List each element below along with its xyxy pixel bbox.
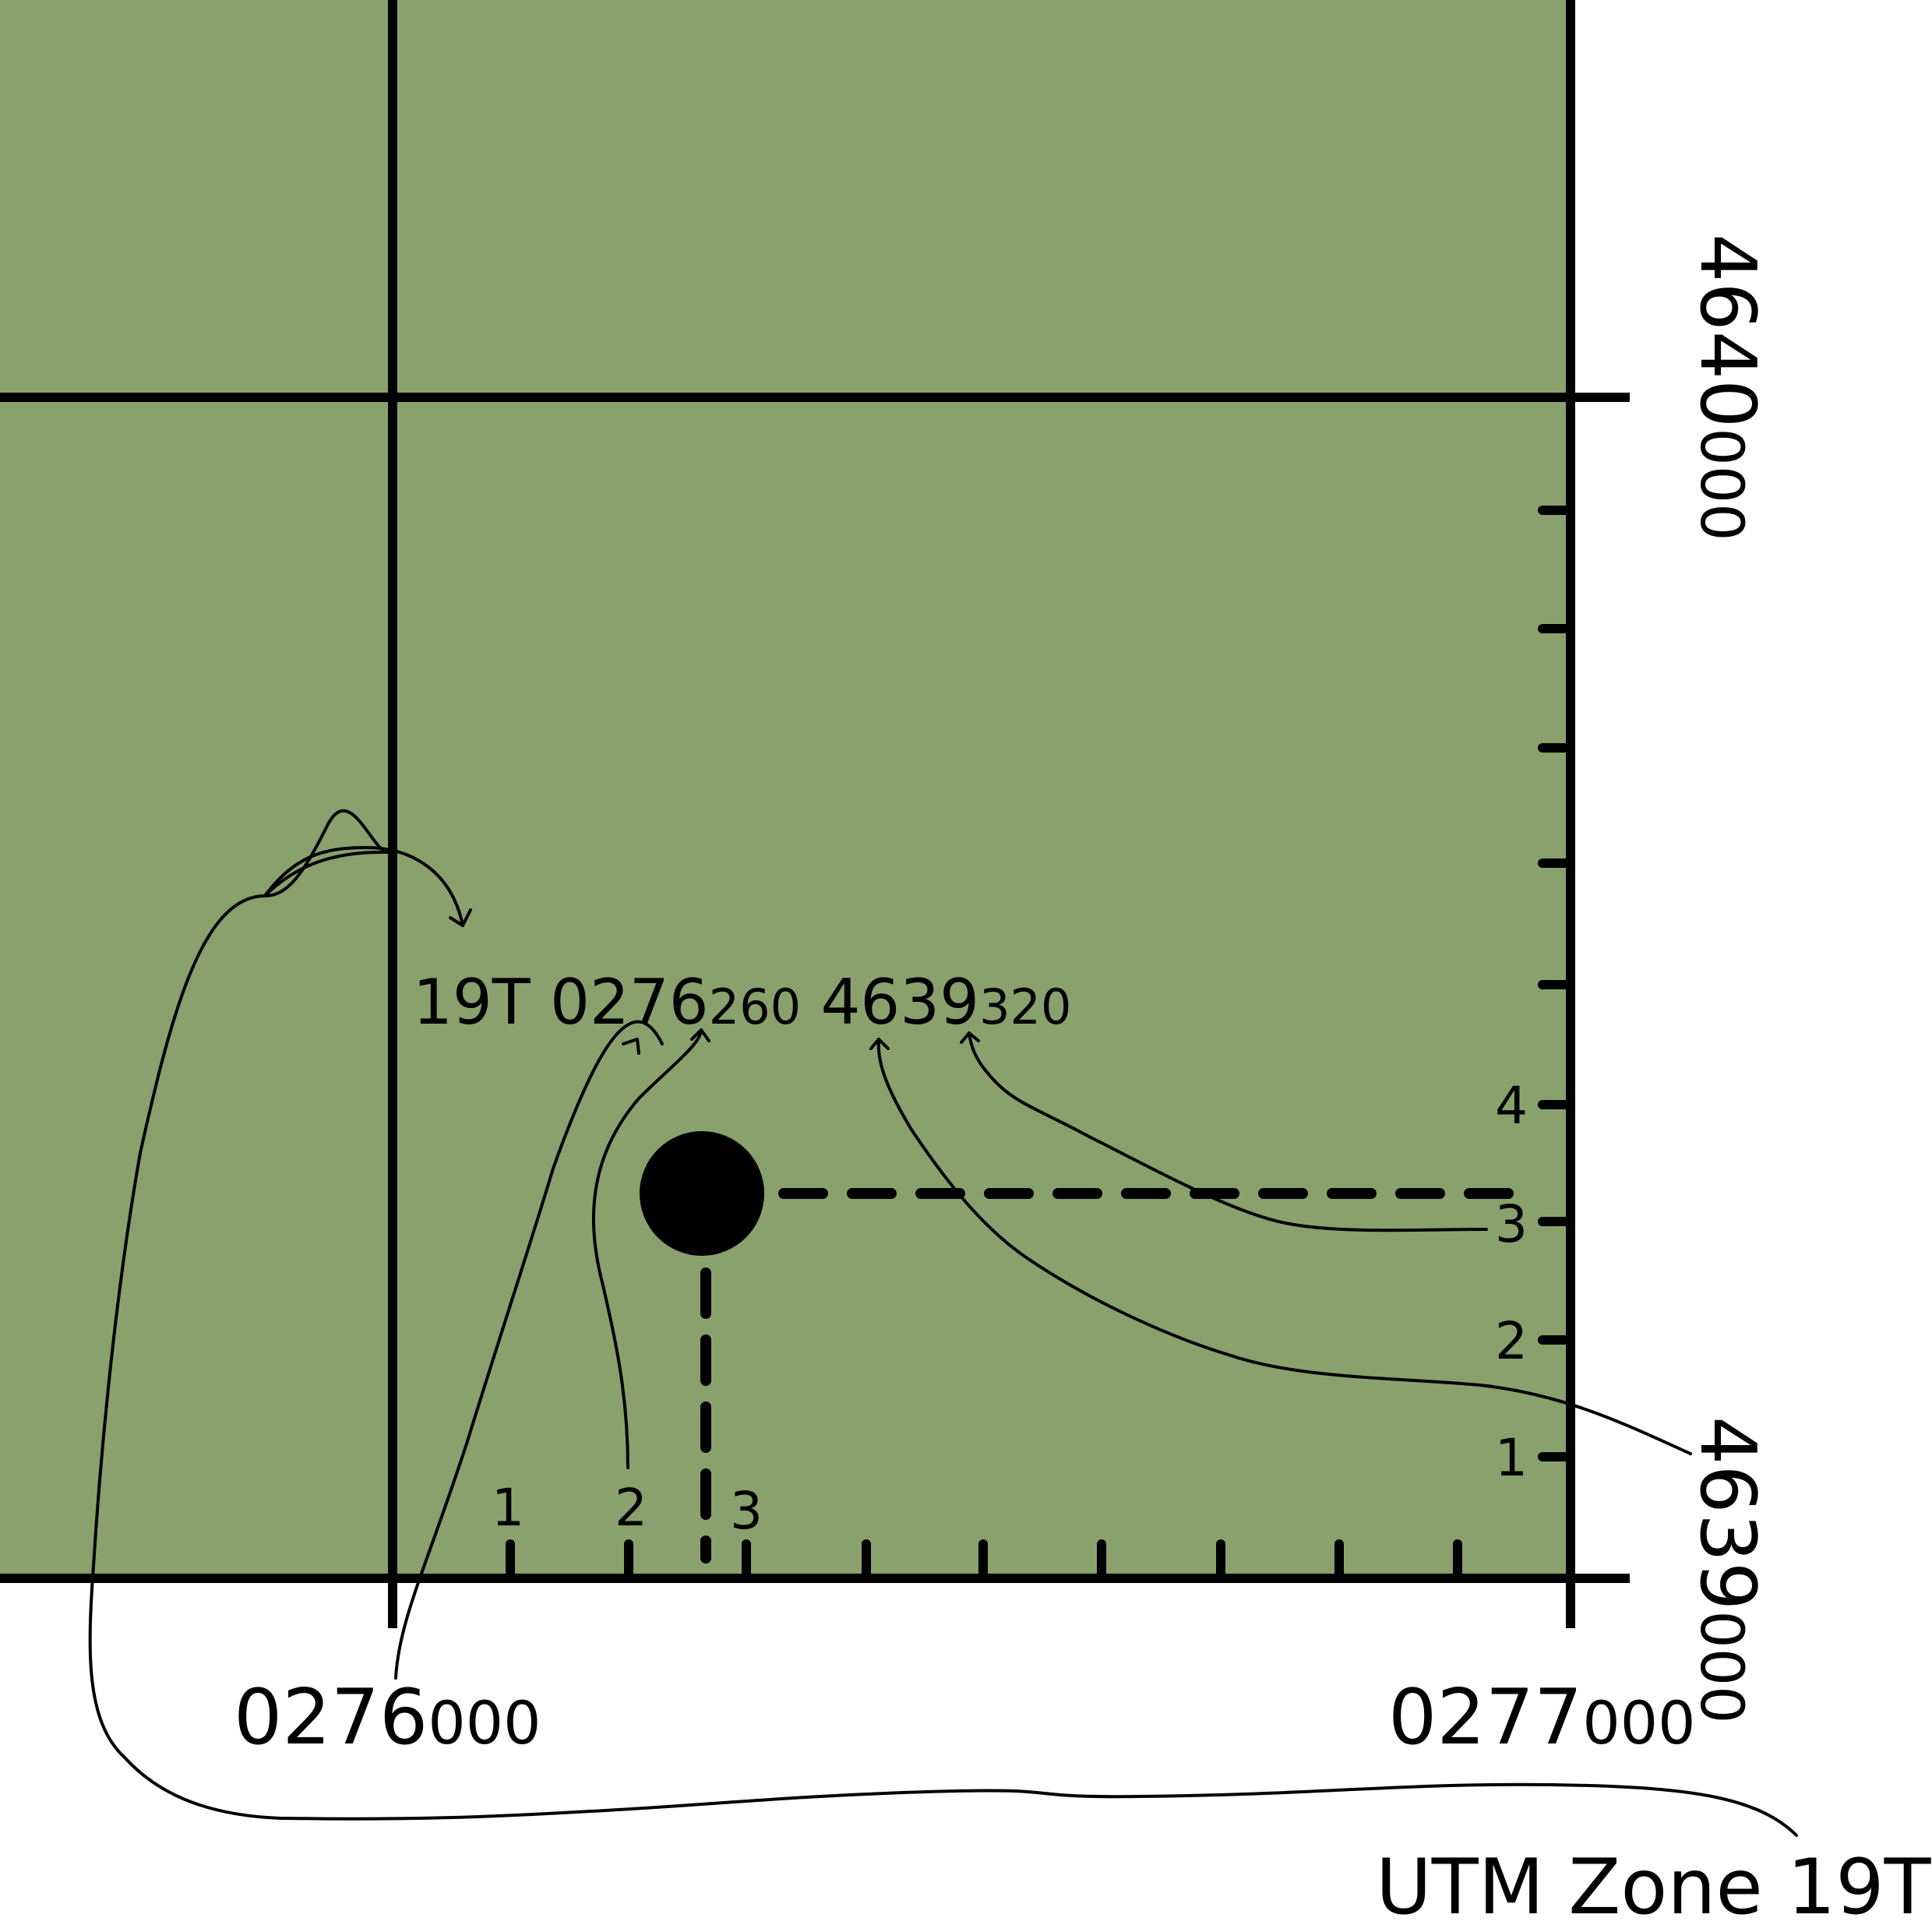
coordinate-label: 19T 0276260 4639320	[413, 966, 1071, 1038]
northing-major-arrowhead	[869, 1038, 890, 1050]
easting-minor-arrowhead	[690, 1028, 710, 1042]
easting-label-left: 0276000	[234, 1673, 541, 1762]
northing-minor-arrowhead	[960, 1031, 980, 1044]
easting-label-right: 0277000	[1388, 1673, 1695, 1762]
easting-major-connector	[394, 1020, 664, 1680]
annotation-curves	[88, 809, 1798, 1837]
point-marker	[640, 1131, 764, 1256]
easting-minor-connector	[591, 1028, 703, 1469]
x-tick-label-2: 2	[615, 1478, 647, 1538]
northing-major-connector	[876, 1039, 1692, 1455]
y-tick-label-3: 3	[1495, 1194, 1528, 1254]
zone-part: 19T	[413, 966, 531, 1038]
easting-ticks	[506, 1539, 1462, 1578]
map-area	[0, 0, 1571, 1578]
northing-label-bottom: 4639000	[1683, 1416, 1772, 1723]
locator-lines	[700, 1188, 1542, 1564]
northing-minor-part: 320	[979, 978, 1071, 1035]
grid-lines	[0, 0, 1630, 1628]
easting-major-part: 0276	[550, 966, 709, 1038]
northing-ticks	[1538, 506, 1574, 1461]
zone-connector-hook	[263, 845, 464, 927]
x-tick-label-1: 1	[492, 1478, 524, 1538]
y-tick-label-4: 4	[1495, 1076, 1528, 1136]
zone-label: UTM Zone 19T	[1376, 1843, 1932, 1932]
northing-minor-connector	[968, 1031, 1488, 1232]
x-tick-label-3: 3	[730, 1481, 763, 1541]
easting-minor-part: 260	[709, 978, 801, 1035]
y-tick-label-1: 1	[1495, 1428, 1528, 1488]
easting-major-arrowhead	[622, 1038, 640, 1055]
zone-connector-top	[263, 809, 391, 897]
zone-connector	[88, 894, 1798, 1837]
northing-major-part: 4639	[820, 966, 979, 1038]
northing-label-top: 4640000	[1683, 234, 1772, 541]
y-tick-label-2: 2	[1495, 1311, 1528, 1371]
